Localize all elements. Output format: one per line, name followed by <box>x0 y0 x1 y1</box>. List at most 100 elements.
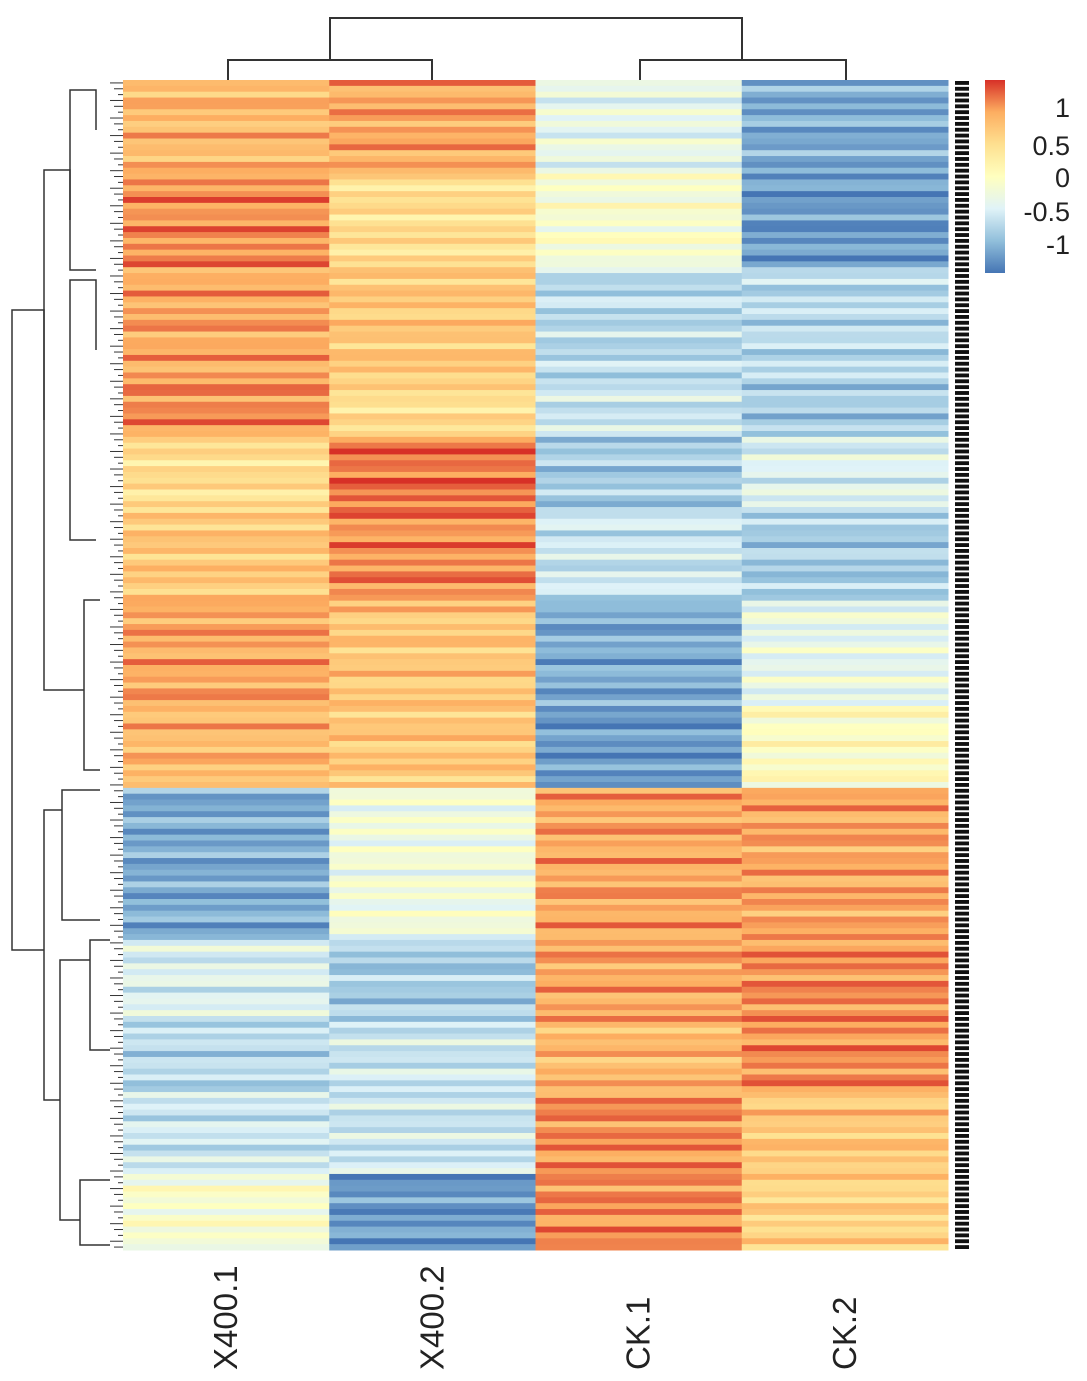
row-label <box>955 502 969 507</box>
heatmap-cell <box>535 278 743 286</box>
heatmap-cell <box>535 518 743 526</box>
heatmap-cell <box>123 746 330 754</box>
heatmap-cell <box>535 483 743 490</box>
row-label <box>955 104 969 109</box>
heatmap-cell <box>741 1232 949 1239</box>
heatmap-cell <box>741 495 949 502</box>
heatmap-cell <box>123 161 330 169</box>
row-label <box>955 315 969 319</box>
heatmap-cell <box>535 735 743 742</box>
heatmap-cell <box>741 670 949 678</box>
heatmap-cell <box>535 366 743 373</box>
row-label <box>955 250 969 255</box>
heatmap-cell <box>329 641 536 648</box>
heatmap-cell <box>123 179 330 186</box>
row-label <box>955 619 969 624</box>
heatmap-cell <box>741 618 949 625</box>
heatmap-cell <box>123 1062 330 1070</box>
row-label <box>955 151 969 156</box>
heatmap-cell <box>741 1214 949 1222</box>
row-label <box>955 350 969 354</box>
heatmap-cell <box>329 460 536 467</box>
heatmap-cell <box>741 846 949 853</box>
row-label <box>955 823 969 828</box>
heatmap-cell <box>329 828 536 836</box>
heatmap-cell <box>535 471 743 479</box>
row-label <box>955 1180 969 1185</box>
heatmap-cell <box>741 477 949 485</box>
heatmap-cell <box>329 553 536 561</box>
row-label <box>955 929 969 934</box>
heatmap-cell <box>123 460 330 467</box>
row-label <box>955 601 969 606</box>
heatmap-cell <box>123 1226 330 1233</box>
heatmap-cell <box>741 869 949 877</box>
row-label <box>955 917 969 922</box>
row-label <box>955 648 969 653</box>
heatmap-cell <box>329 91 536 99</box>
heatmap-cell <box>535 624 743 631</box>
heatmap-cell <box>329 904 536 912</box>
heatmap-cell <box>123 799 330 806</box>
heatmap-cell <box>329 1097 536 1105</box>
row-label <box>955 876 969 881</box>
heatmap-cell <box>123 577 330 584</box>
heatmap-cell <box>535 904 743 912</box>
heatmap-cell <box>741 899 949 906</box>
heatmap-cell <box>535 1039 743 1046</box>
heatmap-cell <box>329 360 536 368</box>
row-label <box>955 373 969 378</box>
heatmap-cell <box>535 477 743 485</box>
heatmap-cell <box>123 1045 330 1052</box>
heatmap-cell <box>741 934 949 941</box>
heatmap-cell <box>329 197 536 204</box>
heatmap-cell <box>741 126 949 134</box>
row-label <box>955 525 969 530</box>
heatmap-cell <box>123 723 330 730</box>
row-label <box>955 1233 969 1238</box>
heatmap-cell <box>329 390 536 397</box>
row-label <box>955 1116 969 1121</box>
heatmap-cell <box>329 916 536 923</box>
heatmap-cell <box>741 454 949 461</box>
heatmap-cell <box>535 1127 743 1134</box>
heatmap-cell <box>123 80 330 87</box>
heatmap-cell <box>123 980 330 988</box>
heatmap-cell <box>741 553 949 561</box>
heatmap-cell <box>123 957 330 964</box>
heatmap-cell <box>741 1062 949 1070</box>
row-label <box>955 472 969 477</box>
heatmap-cell <box>741 173 949 180</box>
heatmap-cell <box>741 893 949 900</box>
heatmap-cell <box>329 700 536 707</box>
row-label <box>955 677 969 682</box>
row-label <box>955 841 969 846</box>
heatmap-cell <box>535 296 743 303</box>
heatmap-cell <box>123 1191 330 1198</box>
heatmap-cell <box>123 793 330 801</box>
heatmap-cell <box>329 507 536 514</box>
heatmap-cell <box>741 442 949 450</box>
heatmap-cell <box>741 735 949 742</box>
heatmap-cell <box>741 290 949 297</box>
heatmap-cell <box>535 360 743 368</box>
heatmap-cell <box>329 495 536 502</box>
heatmap-cell <box>535 1162 743 1169</box>
heatmap-cell <box>123 811 330 818</box>
heatmap-cell <box>329 1033 536 1040</box>
heatmap-cell <box>535 507 743 514</box>
heatmap-cell <box>123 366 330 373</box>
heatmap-cell <box>741 302 949 309</box>
heatmap-cell <box>329 232 536 239</box>
heatmap-cell <box>123 641 330 648</box>
row-label <box>955 794 969 799</box>
heatmap-cell <box>329 799 536 806</box>
heatmap-cell <box>741 524 949 531</box>
heatmap-cell <box>741 349 949 356</box>
heatmap-cell <box>123 384 330 391</box>
heatmap-cell <box>741 717 949 724</box>
row-label <box>955 274 969 278</box>
row-label <box>955 203 969 208</box>
heatmap-cell <box>329 1150 536 1157</box>
row-label <box>955 1245 969 1249</box>
